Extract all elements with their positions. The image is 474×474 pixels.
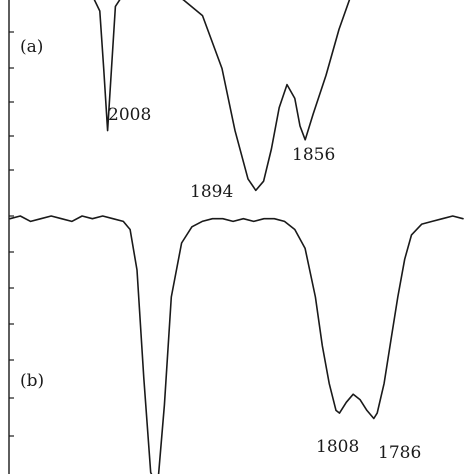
panel-label-a: (a) (20, 37, 43, 57)
peak-label-b-2: 1786 (378, 443, 421, 463)
left-axis (8, 0, 14, 474)
panel-label-b: (b) (20, 371, 44, 391)
spectrum-trace-b (9, 215, 464, 474)
spectrum-panel-a: (a) 2008 1894 1856 (20, 0, 351, 202)
peak-label-a-2: 1894 (190, 182, 233, 202)
peak-label-b-1: 1808 (316, 437, 359, 457)
peak-label-a-1: 2008 (108, 105, 151, 125)
spectrum-trace-a (93, 0, 351, 192)
peak-label-a-3: 1856 (292, 145, 335, 165)
spectrum-panel-b: (b) 1808 1786 (9, 215, 464, 474)
